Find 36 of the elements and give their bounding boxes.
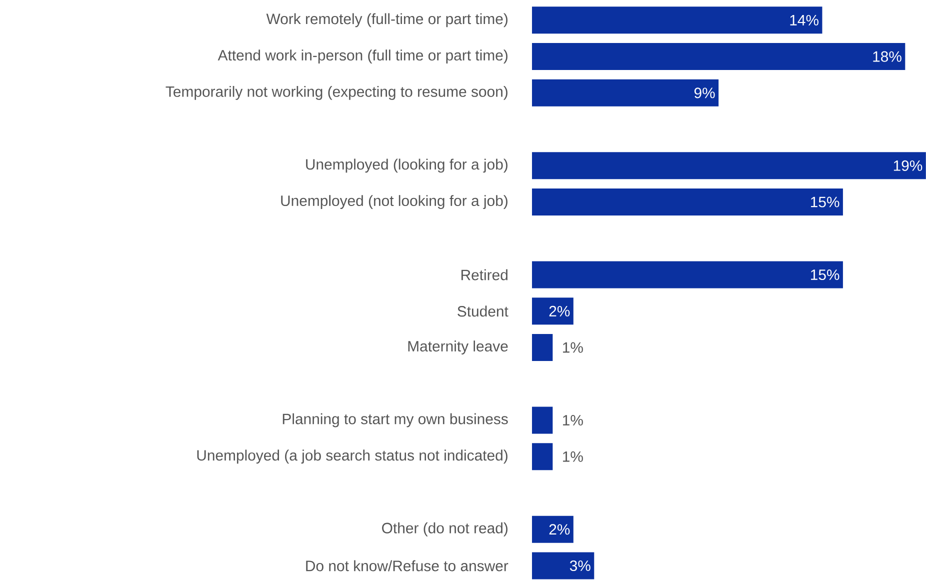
bar [532, 152, 926, 180]
data-label: 15% [810, 270, 840, 280]
bar [532, 516, 574, 543]
data-label: 14% [790, 15, 818, 26]
bar [532, 406, 553, 434]
data-label: 2% [549, 306, 570, 316]
y-tick-label: Student [458, 306, 508, 317]
bar [532, 43, 906, 70]
y-tick-label: Unemployed (a job search status not indicated) [197, 450, 508, 464]
data-label: 15% [810, 196, 840, 208]
bar [532, 79, 719, 106]
data-label: 2% [549, 524, 570, 535]
y-tick-label: Retired [461, 269, 508, 280]
data-label: 1% [563, 342, 583, 353]
bar [532, 298, 574, 325]
data-label: 1% [563, 451, 583, 462]
y-tick-label: Work remotely (full-time or part time) [266, 13, 508, 28]
bar [532, 552, 594, 580]
y-tick-label: Temporarily not working (expecting to resume soon) [166, 86, 508, 100]
data-label: 1% [563, 415, 583, 426]
data-label: 18% [873, 51, 902, 62]
bar [532, 188, 843, 216]
bar [532, 334, 553, 362]
data-label: 19% [894, 160, 922, 171]
y-tick-label: Unemployed (looking for a job) [306, 158, 508, 173]
data-label: 9% [694, 88, 715, 98]
bar [532, 443, 553, 470]
bar [532, 261, 843, 288]
bar [532, 6, 822, 34]
y-tick-label: Planning to start my own business [282, 413, 508, 428]
y-tick-label: Attend work in-person (full time or part time) [218, 50, 508, 64]
y-tick-label: Maternity leave [408, 340, 508, 355]
y-tick-label: Other (do not read) [382, 522, 508, 536]
y-tick-label: Do not know/Refuse to answer [306, 560, 508, 572]
data-label: 3% [570, 560, 590, 572]
y-tick-label: Unemployed (not looking for a job) [281, 195, 508, 210]
